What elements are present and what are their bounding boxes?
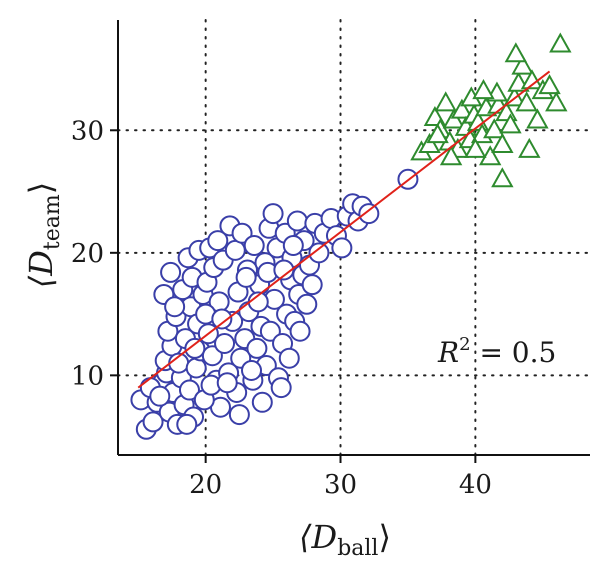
scatter-point-circle bbox=[262, 203, 284, 225]
scatter-point-circle bbox=[224, 239, 246, 261]
x-axis-label: ⟨Dball⟩ bbox=[299, 518, 391, 561]
scatter-point-circle bbox=[142, 411, 164, 433]
scatter-point-circle bbox=[358, 203, 380, 225]
scatter-point-circle bbox=[160, 261, 182, 283]
scatter-point-triangle bbox=[450, 98, 474, 119]
axes bbox=[110, 20, 590, 463]
scatter-point-circle bbox=[273, 259, 295, 281]
scatter-point-circle bbox=[270, 377, 292, 399]
scatter-point-circle bbox=[241, 359, 263, 381]
scatter-point-triangle bbox=[545, 91, 568, 112]
scatter-point-triangle bbox=[464, 137, 487, 158]
x-tick-label: 40 bbox=[459, 470, 492, 500]
y-tick-label: 30 bbox=[71, 116, 104, 146]
scatter-point-triangle bbox=[491, 132, 514, 153]
scatter-point-triangle bbox=[504, 42, 528, 63]
scatter-point-triangle bbox=[472, 79, 495, 100]
y-tick-label: 20 bbox=[71, 239, 104, 269]
scatter-point-triangle bbox=[439, 145, 463, 166]
scatter-point-triangle bbox=[520, 69, 544, 90]
scatter-point-triangle bbox=[418, 132, 441, 153]
scatter-point-circle bbox=[251, 391, 273, 413]
scatter-point-triangle bbox=[511, 54, 534, 75]
y-tick-label: 10 bbox=[71, 361, 104, 391]
scatter-point-triangle bbox=[549, 32, 572, 53]
scatter-point-triangle bbox=[515, 91, 538, 112]
regression-line bbox=[137, 70, 551, 389]
scatter-point-triangle bbox=[538, 74, 561, 95]
scatter-point-circle bbox=[228, 404, 250, 426]
x-tick-label: 20 bbox=[189, 470, 222, 500]
scatter-point-circle bbox=[184, 337, 206, 359]
scatter-point-circle bbox=[178, 379, 200, 401]
scatter-point-triangle bbox=[426, 123, 449, 144]
data-points bbox=[130, 32, 572, 440]
scatter-point-circle bbox=[259, 320, 281, 342]
scatter-point-triangle bbox=[479, 145, 502, 166]
scatter-point-circle bbox=[207, 230, 229, 252]
scatter-point-circle bbox=[301, 274, 323, 296]
scatter-point-triangle bbox=[518, 137, 541, 158]
scatter-point-circle bbox=[214, 332, 236, 354]
x-tick-label: 30 bbox=[324, 470, 357, 500]
scatter-point-circle bbox=[164, 296, 186, 318]
scatter-point-circle bbox=[216, 372, 238, 394]
y-axis-label: ⟨Dteam⟩ bbox=[22, 182, 65, 288]
scatter-point-triangle bbox=[526, 108, 549, 129]
scatter-point-circle bbox=[211, 308, 233, 330]
scatter-point-circle bbox=[289, 320, 311, 342]
scatter-point-circle bbox=[278, 347, 300, 369]
scatter-point-circle bbox=[185, 357, 207, 379]
scatter-point-circle bbox=[176, 413, 198, 435]
scatter-point-triangle bbox=[442, 108, 465, 129]
scatter-point-circle bbox=[149, 385, 171, 407]
scatter-point-triangle bbox=[499, 113, 522, 134]
scatter-point-circle bbox=[243, 234, 265, 256]
scatter-point-circle bbox=[331, 237, 353, 259]
fit-line-layer bbox=[137, 70, 551, 389]
scatter-point-circle bbox=[296, 293, 318, 315]
scatter-point-circle bbox=[246, 337, 268, 359]
scatter-point-circle bbox=[235, 266, 257, 288]
scatter-point-circle bbox=[201, 345, 223, 367]
tick-labels: 20 30 40 10 20 30 bbox=[71, 116, 492, 500]
r-squared-annotation: R2 = 0.5 bbox=[437, 334, 556, 369]
scatter-point-triangle bbox=[483, 118, 506, 139]
scatter-point-circle bbox=[231, 222, 253, 244]
scatter-point-circle bbox=[282, 234, 304, 256]
scatter-point-triangle bbox=[491, 167, 514, 188]
scatter-point-circle bbox=[308, 242, 330, 264]
scatter-point-triangle bbox=[434, 91, 457, 112]
scatter-point-circle bbox=[286, 210, 308, 232]
